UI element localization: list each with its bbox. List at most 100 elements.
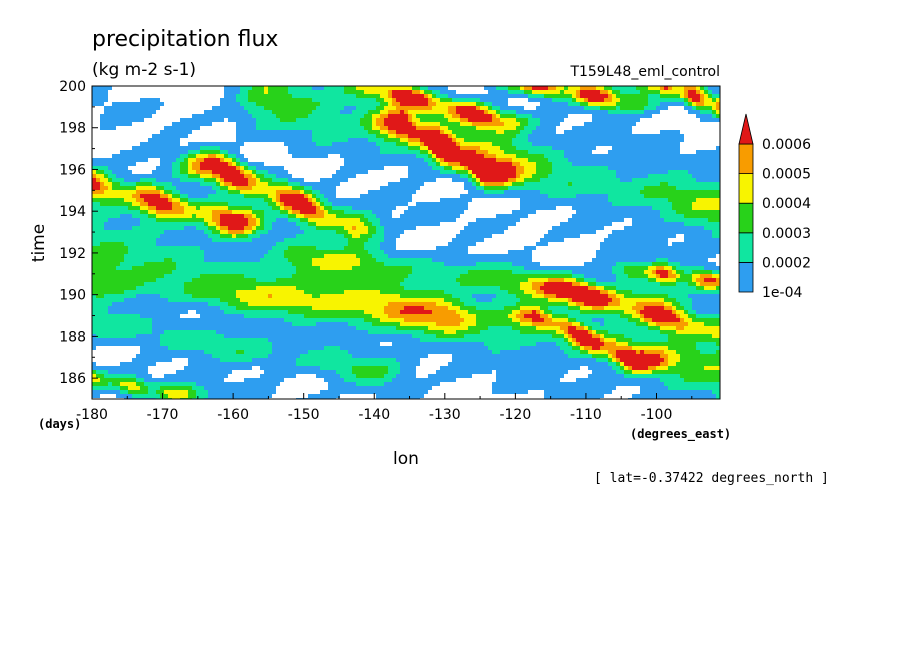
- contour-cell: [684, 234, 712, 238]
- contour-cell: [252, 114, 276, 118]
- contour-cell: [372, 122, 376, 126]
- contour-cell: [448, 306, 460, 310]
- contour-cell: [380, 290, 444, 294]
- contour-cell: [388, 114, 408, 118]
- contour-cell: [580, 322, 584, 326]
- contour-cell: [120, 150, 188, 154]
- contour-cell: [488, 110, 496, 114]
- contour-cell: [488, 150, 504, 154]
- contour-cell: [412, 266, 524, 270]
- contour-cell: [220, 146, 240, 150]
- contour-cell: [136, 186, 156, 190]
- contour-cell: [100, 242, 124, 246]
- contour-cell: [92, 86, 112, 90]
- contour-cell: [244, 226, 252, 230]
- contour-cell: [520, 174, 532, 178]
- contour-cell: [172, 162, 180, 166]
- contour-cell: [684, 318, 692, 322]
- contour-cell: [268, 250, 284, 254]
- contour-cell: [572, 346, 580, 350]
- contour-cell: [180, 198, 188, 202]
- contour-cell: [616, 94, 648, 98]
- contour-cell: [388, 314, 460, 318]
- contour-cell: [208, 194, 244, 198]
- contour-cell: [408, 138, 420, 142]
- contour-cell: [712, 390, 720, 394]
- contour-cell: [164, 126, 200, 130]
- contour-cell: [492, 382, 664, 386]
- contour-cell: [696, 314, 720, 318]
- contour-cell: [308, 198, 312, 202]
- contour-cell: [408, 110, 448, 114]
- contour-cell: [148, 386, 160, 390]
- contour-cell: [544, 282, 572, 286]
- contour-cell: [480, 146, 500, 150]
- contour-cell: [380, 318, 404, 322]
- contour-cell: [108, 382, 112, 386]
- contour-cell: [384, 226, 416, 230]
- contour-cell: [464, 318, 476, 322]
- contour-cell: [264, 370, 336, 374]
- contour-cell: [452, 166, 464, 170]
- contour-cell: [572, 298, 612, 302]
- contour-cell: [380, 146, 408, 150]
- contour-cell: [448, 134, 452, 138]
- contour-cell: [696, 278, 704, 282]
- contour-cell: [240, 162, 248, 166]
- contour-cell: [568, 330, 588, 334]
- contour-cell: [252, 170, 256, 174]
- contour-cell: [516, 166, 524, 170]
- contour-cell: [524, 182, 568, 186]
- contour-cell: [188, 358, 220, 362]
- contour-cell: [692, 98, 700, 102]
- contour-cell: [704, 86, 708, 90]
- contour-cell: [412, 90, 420, 94]
- contour-cell: [568, 334, 572, 338]
- contour-cell: [272, 342, 380, 346]
- contour-cell: [404, 210, 464, 214]
- contour-cell: [252, 186, 292, 190]
- contour-cell: [172, 182, 200, 186]
- contour-cell: [436, 94, 448, 98]
- contour-cell: [256, 286, 296, 290]
- contour-cell: [344, 158, 424, 162]
- contour-cell: [368, 130, 380, 134]
- contour-cell: [408, 174, 460, 178]
- contour-cell: [488, 346, 520, 350]
- contour-cell: [460, 118, 468, 122]
- contour-cell: [468, 190, 484, 194]
- contour-cell: [216, 330, 368, 334]
- contour-cell: [548, 278, 564, 282]
- contour-cell: [400, 322, 436, 326]
- contour-cell: [452, 358, 596, 362]
- contour-cell: [452, 98, 480, 102]
- contour-cell: [680, 374, 720, 378]
- contour-cell: [704, 102, 716, 106]
- contour-cell: [700, 98, 704, 102]
- contour-cell: [112, 170, 132, 174]
- contour-cell: [624, 294, 668, 298]
- contour-cell: [596, 250, 720, 254]
- contour-cell: [372, 118, 376, 122]
- contour-cell: [136, 354, 212, 358]
- contour-cell: [288, 210, 292, 214]
- contour-cell: [196, 390, 208, 394]
- contour-cell: [656, 274, 660, 278]
- contour-cell: [92, 186, 100, 190]
- contour-cell: [300, 190, 304, 194]
- contour-cell: [188, 142, 244, 146]
- contour-cell: [272, 110, 312, 114]
- contour-cell: [156, 242, 276, 246]
- contour-cell: [196, 206, 200, 210]
- contour-cell: [468, 270, 512, 274]
- contour-cell: [100, 186, 108, 190]
- contour-cell: [324, 194, 336, 198]
- contour-cell: [380, 150, 420, 154]
- contour-cell: [608, 166, 720, 170]
- contour-cell: [108, 306, 220, 310]
- contour-cell: [476, 102, 484, 106]
- contour-cell: [396, 374, 416, 378]
- contour-cell: [552, 334, 564, 338]
- contour-cell: [248, 98, 312, 102]
- contour-cell: [252, 358, 296, 362]
